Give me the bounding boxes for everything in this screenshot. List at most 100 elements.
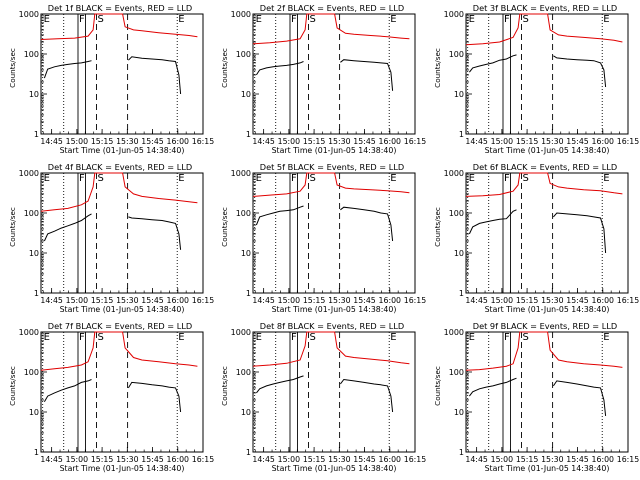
plot-frame xyxy=(252,331,416,453)
y-tick-label: 100 xyxy=(236,209,251,218)
events-series-line xyxy=(468,209,607,254)
events-series-line xyxy=(43,56,182,95)
event-marker-label: S xyxy=(309,14,315,25)
event-marker-label: F xyxy=(504,14,510,25)
x-tick-label: 16:00 xyxy=(379,137,402,146)
event-marker-label: F xyxy=(79,173,85,184)
y-tick-label: 100 xyxy=(449,209,464,218)
x-tick-label: 15:45 xyxy=(141,455,164,464)
x-tick-label: 16:00 xyxy=(167,137,190,146)
y-tick-label: 1 xyxy=(34,289,39,298)
y-axis-label: Counts/sec xyxy=(220,48,229,88)
x-tick-label: 15:00 xyxy=(278,137,301,146)
x-axis-label: Start Time (01-Jun-05 14:38:40) xyxy=(60,305,185,314)
y-tick-label: 1 xyxy=(34,448,39,457)
x-axis-label: Start Time (01-Jun-05 14:38:40) xyxy=(60,464,185,473)
events-series-line xyxy=(469,54,607,88)
y-tick-label: 1000 xyxy=(19,328,39,337)
x-tick-label: 15:15 xyxy=(91,455,114,464)
lld-series-line xyxy=(252,331,410,367)
event-marker-label: S xyxy=(522,332,528,343)
y-tick-label: 1000 xyxy=(444,10,464,19)
x-tick-label: 15:30 xyxy=(116,296,139,305)
x-tick-label: 15:00 xyxy=(491,455,514,464)
x-tick-label: 15:15 xyxy=(303,296,326,305)
y-tick-label: 1000 xyxy=(444,328,464,337)
chart-title: Det 2f BLACK = Events, RED = LLD xyxy=(260,3,404,13)
plot-frame xyxy=(40,331,204,453)
x-axis-label: Start Time (01-Jun-05 14:38:40) xyxy=(485,146,610,155)
y-tick-label: 1000 xyxy=(231,328,251,337)
x-tick-label: 15:30 xyxy=(328,296,351,305)
event-marker-label: E xyxy=(178,14,184,25)
y-tick-label: 100 xyxy=(236,50,251,59)
x-tick-label: 14:45 xyxy=(252,455,275,464)
x-tick-label: 15:15 xyxy=(303,137,326,146)
plot-frame xyxy=(465,331,629,453)
x-tick-label: 16:00 xyxy=(167,455,190,464)
x-tick-label: 14:45 xyxy=(252,137,275,146)
y-axis-label: Counts/sec xyxy=(433,48,442,88)
x-tick-label: 14:45 xyxy=(40,455,63,464)
x-tick-label: 16:00 xyxy=(592,455,615,464)
x-tick-label: 15:15 xyxy=(516,137,539,146)
events-series-line xyxy=(43,379,182,413)
event-marker-label: E xyxy=(44,173,50,184)
x-tick-label: 15:30 xyxy=(541,137,564,146)
event-marker-label: S xyxy=(522,14,528,25)
y-tick-label: 1 xyxy=(246,289,251,298)
chart-panel-3: Det 3f BLACK = Events, RED = LLD 1 10 100 10… xyxy=(433,3,639,155)
lld-series-line xyxy=(465,13,623,46)
chart-title: Det 1f BLACK = Events, RED = LLD xyxy=(48,3,192,13)
lld-series-line xyxy=(465,331,623,371)
x-tick-label: 16:15 xyxy=(617,137,640,146)
x-axis-label: Start Time (01-Jun-05 14:38:40) xyxy=(272,305,397,314)
x-tick-label: 16:00 xyxy=(592,296,615,305)
y-axis-label: Counts/sec xyxy=(8,366,17,406)
x-tick-label: 16:00 xyxy=(592,137,615,146)
x-tick-label: 16:15 xyxy=(192,296,215,305)
y-axis-label: Counts/sec xyxy=(433,366,442,406)
x-tick-label: 16:15 xyxy=(404,296,427,305)
event-marker-label: E xyxy=(390,14,396,25)
y-tick-label: 10 xyxy=(241,90,251,99)
x-tick-label: 15:00 xyxy=(278,296,301,305)
x-tick-label: 15:45 xyxy=(141,137,164,146)
events-series-line xyxy=(469,377,607,416)
event-marker-label: E xyxy=(178,332,184,343)
x-tick-label: 16:15 xyxy=(617,296,640,305)
y-tick-label: 10 xyxy=(454,408,464,417)
x-tick-label: 15:00 xyxy=(491,296,514,305)
y-axis-label: Counts/sec xyxy=(8,207,17,247)
y-axis-label: Counts/sec xyxy=(433,207,442,247)
chart-panel-7: Det 7f BLACK = Events, RED = LLD 1 10 100 10… xyxy=(8,321,214,473)
y-tick-label: 1 xyxy=(459,130,464,139)
event-marker-label: F xyxy=(291,332,297,343)
y-tick-label: 10 xyxy=(241,408,251,417)
chart-title: Det 5f BLACK = Events, RED = LLD xyxy=(260,162,404,172)
chart-panel-9: Det 9f BLACK = Events, RED = LLD 1 10 100 10… xyxy=(433,321,639,473)
x-tick-label: 15:30 xyxy=(541,296,564,305)
event-marker-label: F xyxy=(504,173,510,184)
y-axis-label: Counts/sec xyxy=(220,366,229,406)
lld-series-line xyxy=(252,13,410,45)
x-tick-label: 15:45 xyxy=(566,455,589,464)
chart-title: Det 4f BLACK = Events, RED = LLD xyxy=(48,162,192,172)
lld-series-line xyxy=(40,13,198,40)
lld-series-line xyxy=(465,172,623,197)
x-tick-label: 16:15 xyxy=(192,455,215,464)
x-axis-label: Start Time (01-Jun-05 14:38:40) xyxy=(60,146,185,155)
event-marker-label: F xyxy=(79,332,85,343)
event-marker-label: E xyxy=(178,173,184,184)
event-marker-label: E xyxy=(256,14,262,25)
x-tick-label: 16:15 xyxy=(617,455,640,464)
y-tick-label: 10 xyxy=(29,408,39,417)
events-series-line xyxy=(255,205,394,242)
event-marker-label: E xyxy=(469,173,475,184)
y-tick-label: 1000 xyxy=(19,10,39,19)
x-tick-label: 15:15 xyxy=(91,137,114,146)
x-tick-label: 16:00 xyxy=(379,296,402,305)
event-marker-label: E xyxy=(469,332,475,343)
plot-frame xyxy=(465,13,629,135)
x-axis-label: Start Time (01-Jun-05 14:38:40) xyxy=(272,146,397,155)
